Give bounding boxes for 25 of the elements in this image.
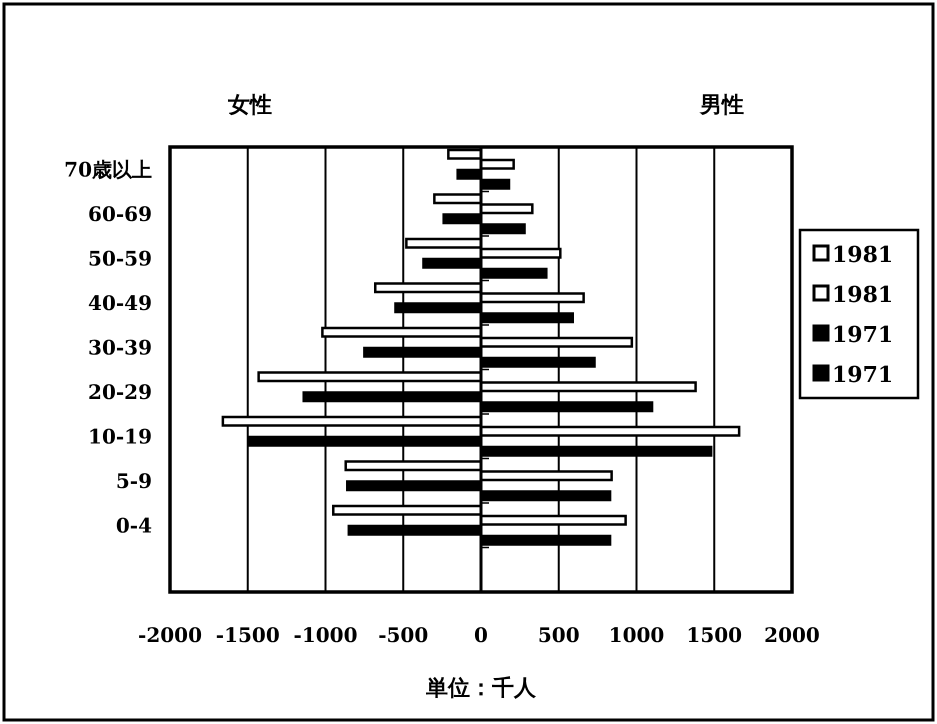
x-tick-label: -1500 bbox=[216, 623, 280, 647]
text: 女性 bbox=[227, 92, 272, 118]
legend-label: 1971 bbox=[832, 362, 894, 388]
y-tick-label: 10-19 bbox=[88, 424, 152, 448]
y-tick-label: 70歳以上 bbox=[64, 157, 152, 182]
x-tick-label: -2000 bbox=[138, 623, 202, 647]
y-tick-label: 0-4 bbox=[116, 513, 152, 538]
y-tick-label: 40-49 bbox=[88, 290, 152, 315]
legend-label: 1971 bbox=[832, 322, 894, 348]
y-tick-label: 60-69 bbox=[88, 202, 152, 226]
x-tick-label: 1000 bbox=[608, 623, 664, 647]
y-tick-label: 5-9 bbox=[116, 468, 152, 493]
x-axis-title: 単位：千人 bbox=[425, 675, 537, 701]
text: 男性 bbox=[699, 92, 744, 118]
x-tick-label: 1500 bbox=[686, 623, 742, 647]
y-tick-label: 30-39 bbox=[88, 335, 152, 360]
legend-label: 1981 bbox=[832, 242, 894, 268]
x-tick-label: -1000 bbox=[294, 623, 358, 647]
legend-label: 1981 bbox=[832, 282, 894, 308]
y-tick-label: 20-29 bbox=[88, 380, 152, 404]
y-tick-label: 50-59 bbox=[88, 246, 152, 270]
x-tick-label: 500 bbox=[538, 623, 580, 647]
x-tick-label: 2000 bbox=[764, 623, 820, 647]
x-tick-label: 0 bbox=[474, 623, 488, 647]
x-tick-label: -500 bbox=[378, 623, 428, 647]
